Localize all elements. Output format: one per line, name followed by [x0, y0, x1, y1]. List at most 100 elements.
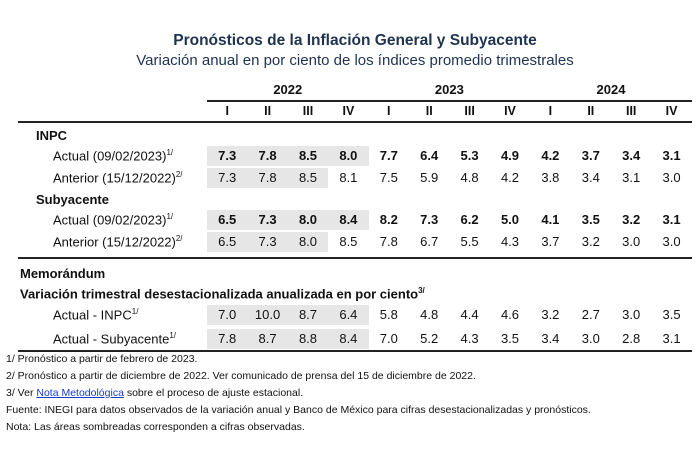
- table-row: Actual - INPC1/7.0 10.0 8.7 6.4 5.8 4.8 4.4 4.6…: [0, 305, 700, 325]
- footnote-2: 2/ Pronóstico a partir de diciembre de 2…: [6, 370, 476, 382]
- data-cell: 3.0: [662, 170, 681, 185]
- quarter-header: I: [387, 104, 391, 118]
- divider-line: [18, 121, 692, 123]
- data-cell: 3.1: [662, 331, 681, 346]
- year-header: 2022: [273, 82, 303, 97]
- page-title: Pronósticos de la Inflación General y Su…: [173, 32, 537, 49]
- data-cell: 3.1: [662, 212, 681, 227]
- nota-metodologica-link[interactable]: Nota Metodológica: [36, 387, 124, 399]
- footnote-ref: 1/: [166, 212, 174, 221]
- section-heading: INPC: [36, 128, 68, 143]
- data-cell: 7.3: [207, 146, 248, 166]
- data-cell: 8.7: [247, 329, 288, 349]
- data-cell: 3.4: [622, 148, 641, 163]
- data-cell: 6.4: [328, 305, 369, 325]
- row-label-text: Anterior (15/12/2022): [53, 234, 176, 250]
- data-cell: 3.2: [622, 212, 641, 227]
- data-cell: 7.8: [207, 329, 248, 349]
- data-cell: 5.2: [420, 331, 439, 346]
- data-cell: 5.0: [500, 212, 520, 227]
- memo-subheading: Variación trimestral desestacionalizada …: [20, 286, 425, 301]
- quarter-header: II: [425, 104, 433, 118]
- page-subtitle: Variación anual en por ciento de los índ…: [136, 52, 574, 69]
- data-cell: 5.5: [460, 234, 479, 249]
- data-cell: 5.9: [420, 170, 439, 185]
- data-cell: 8.4: [328, 210, 369, 230]
- data-cell: 6.7: [420, 234, 439, 249]
- row-label-text: Actual (09/02/2023): [53, 148, 167, 164]
- data-cell: 3.0: [662, 234, 681, 249]
- table-row: Actual (09/02/2023)1/6.5 7.3 8.0 8.4 8.2 7.3 6…: [0, 210, 700, 230]
- data-cell: 4.3: [500, 234, 520, 249]
- footnote-3-suffix: sobre el proceso de ajuste estacional.: [123, 387, 304, 399]
- row-label-text: Actual (09/02/2023): [53, 212, 167, 228]
- data-cell: 3.5: [581, 212, 600, 227]
- footnote-3-prefix: 3/ Ver: [6, 387, 37, 399]
- quarter-header: I: [225, 104, 229, 118]
- year-header: 2023: [434, 82, 464, 97]
- quarter-header: IV: [504, 104, 516, 118]
- footnote-ref: 1/: [131, 307, 139, 316]
- data-cell: 5.3: [460, 148, 479, 163]
- row-label: Anterior (15/12/2022)2/: [53, 234, 183, 249]
- data-cell: 7.0: [379, 331, 398, 346]
- data-cell: 7.3: [207, 168, 248, 188]
- row-label: Actual (09/02/2023)1/: [53, 148, 173, 163]
- table-row: Anterior (15/12/2022)2/7.3 7.8 8.5 8.1 7.5 5.…: [0, 168, 700, 188]
- footnote-ref: 1/: [166, 148, 174, 157]
- data-cell: 8.0: [287, 210, 329, 230]
- data-cell: 3.4: [541, 331, 560, 346]
- data-cell: 10.0: [247, 305, 288, 325]
- data-cell: 2.8: [622, 331, 641, 346]
- footnote-ref: 3/: [418, 286, 425, 295]
- quarter-header: III: [625, 104, 637, 118]
- row-label-text: Actual - Subyacente: [53, 331, 170, 347]
- divider-line: [18, 350, 692, 352]
- data-cell: 7.7: [379, 148, 398, 163]
- data-cell: 6.4: [420, 148, 439, 163]
- data-cell: 8.5: [287, 168, 329, 188]
- data-cell: 4.6: [500, 307, 520, 322]
- footnote-ref: 1/: [169, 331, 177, 340]
- data-cell: 8.8: [287, 329, 329, 349]
- section-heading: Subyacente: [36, 192, 109, 207]
- data-cell: 8.2: [379, 212, 398, 227]
- data-cell: 3.0: [622, 234, 641, 249]
- data-cell: 3.1: [622, 170, 641, 185]
- data-cell: 3.2: [541, 307, 560, 322]
- data-cell: 7.8: [247, 168, 288, 188]
- data-cell: 4.4: [460, 307, 479, 322]
- data-cell: 3.4: [581, 170, 600, 185]
- data-cell: 3.5: [662, 307, 681, 322]
- data-cell: 7.0: [207, 305, 248, 325]
- data-cell: 7.3: [420, 212, 439, 227]
- row-label-text: Actual - INPC: [53, 307, 132, 323]
- data-cell: 6.5: [207, 232, 248, 252]
- row-label: Actual - INPC1/: [53, 307, 138, 322]
- data-cell: 8.7: [287, 305, 329, 325]
- data-cell: 6.5: [207, 210, 248, 230]
- row-label: Anterior (15/12/2022)2/: [53, 170, 183, 185]
- footnote-3: 3/ Ver Nota Metodológica sobre el proces…: [6, 387, 303, 399]
- memo-heading: Memorándum: [20, 266, 106, 281]
- source-note: Fuente: INEGI para datos observados de l…: [6, 404, 591, 416]
- quarter-header: III: [464, 104, 475, 118]
- data-cell: 4.8: [460, 170, 479, 185]
- data-cell: 3.2: [581, 234, 600, 249]
- data-cell: 7.8: [247, 146, 288, 166]
- data-cell: 3.8: [541, 170, 560, 185]
- footnote-ref: 2/: [175, 234, 183, 243]
- data-cell: 3.7: [581, 148, 600, 163]
- table-row: Anterior (15/12/2022)2/6.5 7.3 8.0 8.5 7.8 6.…: [0, 232, 700, 252]
- quarter-header: I: [548, 104, 553, 118]
- data-cell: 8.4: [328, 329, 369, 349]
- data-cell: 5.8: [379, 307, 398, 322]
- data-cell: 2.7: [581, 307, 600, 322]
- data-cell: 8.5: [287, 146, 329, 166]
- row-label: Actual (09/02/2023)1/: [53, 212, 173, 227]
- data-cell: 3.5: [500, 331, 520, 346]
- memo-subheading-text: Variación trimestral desestacionalizada …: [20, 286, 419, 302]
- table-row: Actual - Subyacente1/7.8 8.7 8.8 8.4 7.0 5.2 4…: [0, 329, 700, 349]
- data-cell: 8.0: [328, 146, 369, 166]
- data-cell: 7.3: [247, 232, 288, 252]
